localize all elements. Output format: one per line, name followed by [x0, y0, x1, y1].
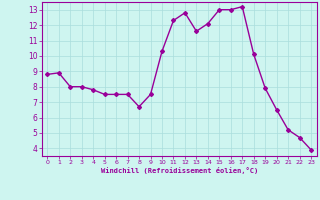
X-axis label: Windchill (Refroidissement éolien,°C): Windchill (Refroidissement éolien,°C) [100, 167, 258, 174]
